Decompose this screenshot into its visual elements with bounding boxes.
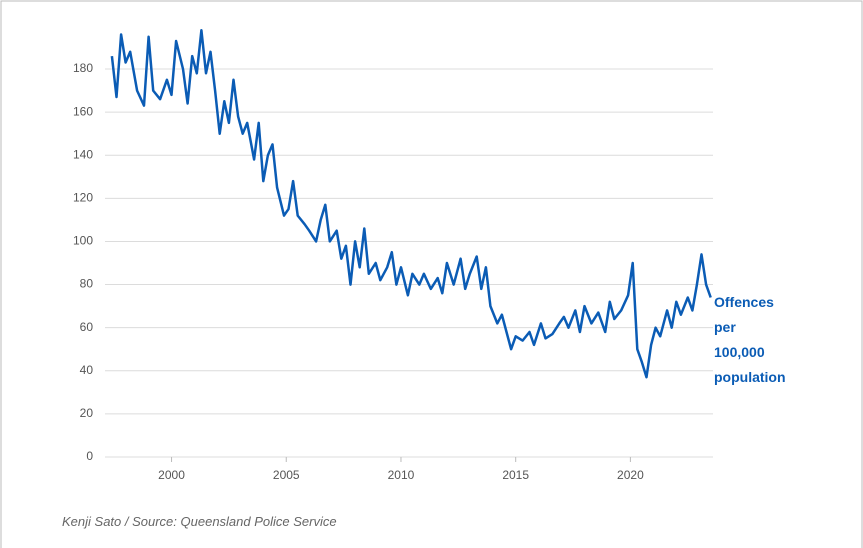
x-tick-label: 2015: [502, 468, 529, 482]
y-tick-label: 20: [80, 406, 94, 420]
x-tick-label: 2005: [273, 468, 300, 482]
x-tick-label: 2020: [617, 468, 644, 482]
x-tick-label: 2010: [388, 468, 415, 482]
y-tick-label: 140: [73, 147, 93, 161]
y-tick-label: 80: [80, 277, 94, 291]
y-tick-label: 60: [80, 320, 94, 334]
footer: Kenji Sato / Source: Queensland Police S…: [62, 514, 337, 529]
y-tick-label: 40: [80, 363, 94, 377]
y-tick-label: 0: [86, 449, 93, 463]
y-tick-label: 160: [73, 104, 93, 118]
x-tick-label: 2000: [158, 468, 185, 482]
series-label: Offences per 100,000 population: [714, 294, 786, 385]
y-tick-label: 120: [73, 191, 93, 205]
line: [110, 28, 712, 379]
y-tick-label: 180: [73, 61, 93, 75]
y-tick-label: 100: [73, 234, 93, 248]
